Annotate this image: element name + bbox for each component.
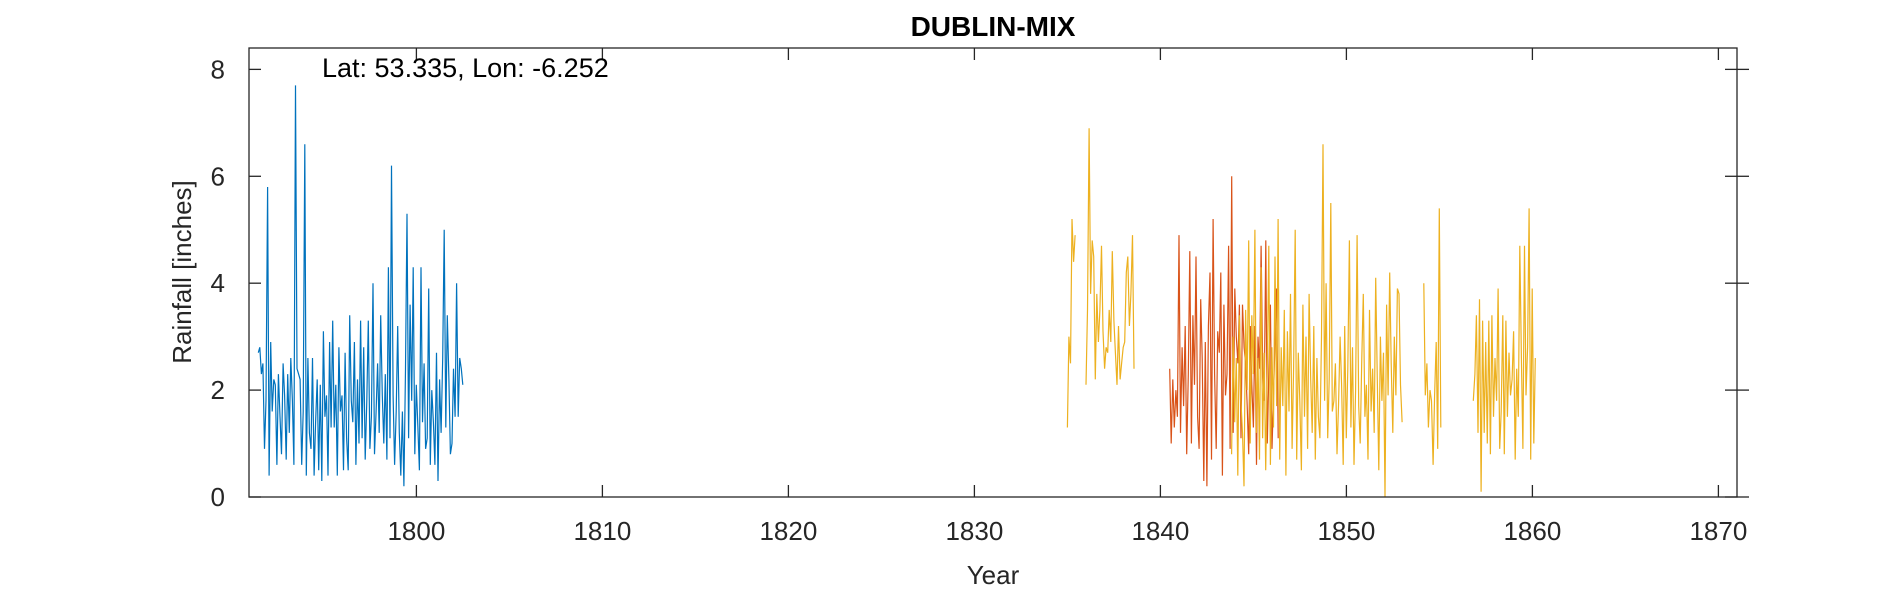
y-tick-label: 4 — [211, 268, 225, 298]
plot-box — [248, 47, 1738, 498]
x-tick-label: 1840 — [1131, 516, 1189, 546]
location-annotation: Lat: 53.335, Lon: -6.252 — [322, 53, 609, 83]
x-tick-label: 1800 — [387, 516, 445, 546]
y-axis-title: Rainfall [inches] — [167, 180, 197, 364]
series-line-3 — [1066, 128, 1536, 498]
x-tick-label: 1870 — [1689, 516, 1747, 546]
chart-title: DUBLIN-MIX — [911, 11, 1076, 42]
series-layer — [257, 85, 1536, 498]
y-tick-label: 2 — [211, 375, 225, 405]
x-tick-label: 1820 — [759, 516, 817, 546]
x-axis-title: Year — [967, 560, 1020, 590]
y-tick-label: 6 — [211, 161, 225, 191]
y-tick-label: 8 — [211, 54, 225, 84]
ticks-layer: 1800 1810 1820 1830 1840 1850 1860 1870 0 2 4 6 8 — [211, 48, 1749, 546]
x-tick-label: 1860 — [1503, 516, 1561, 546]
plot-background — [249, 48, 1737, 497]
series-line-1 — [257, 85, 464, 487]
y-tick-label: 0 — [211, 482, 225, 512]
x-tick-label: 1810 — [573, 516, 631, 546]
x-tick-label: 1830 — [945, 516, 1003, 546]
x-tick-label: 1850 — [1317, 516, 1375, 546]
